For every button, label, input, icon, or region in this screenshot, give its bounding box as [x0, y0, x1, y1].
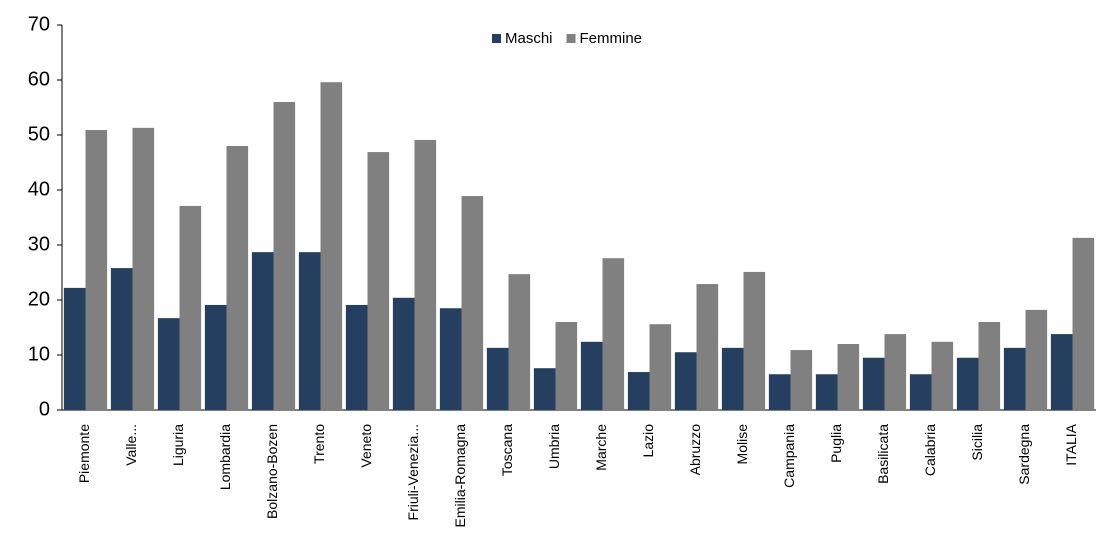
bar [63, 287, 86, 410]
bar [461, 196, 484, 410]
y-tick-label: 60 [28, 68, 50, 90]
y-tick-label: 30 [28, 233, 50, 255]
x-tick-label: Toscana [499, 424, 515, 476]
x-tick-label: Veneto [358, 424, 374, 468]
x-tick-label: Bolzano-Bozen [264, 424, 280, 519]
y-tick-label: 40 [28, 178, 50, 200]
x-tick-label: Trento [311, 424, 327, 464]
bar [414, 139, 437, 410]
bar [768, 374, 791, 410]
x-tick-label: ITALIA [1063, 423, 1079, 465]
legend-swatch [566, 34, 576, 43]
x-tick-label: Friuli-Venezia... [405, 424, 421, 520]
y-tick-label: 70 [28, 13, 50, 35]
x-tick-label: Molise [734, 424, 750, 465]
x-tick-label: Marche [593, 424, 609, 471]
x-tick-label: Sardegna [1016, 424, 1032, 485]
bar [743, 271, 766, 410]
bar [696, 284, 719, 410]
bar [555, 322, 578, 410]
bar [273, 102, 296, 410]
x-tick-label: Puglia [828, 424, 844, 463]
x-tick-label: Sicilia [969, 424, 985, 461]
bar [674, 352, 697, 410]
x-tick-label: Campania [781, 424, 797, 488]
bar [721, 347, 744, 410]
bar [508, 274, 531, 410]
x-tick-label: Piemonte [76, 424, 92, 483]
bar [1050, 334, 1073, 410]
bar [627, 372, 650, 410]
bar [602, 258, 625, 410]
bar [157, 318, 180, 410]
y-tick-label: 50 [28, 123, 50, 145]
bar [392, 297, 415, 410]
bar [1025, 309, 1048, 410]
y-tick-label: 0 [39, 398, 50, 420]
x-tick-label: Calabria [922, 424, 938, 476]
x-tick-label: Valle... [123, 424, 139, 466]
legend-swatch [492, 34, 501, 43]
bar [367, 152, 390, 411]
x-tick-label: Umbria [546, 424, 562, 469]
bar [179, 205, 202, 410]
bar [1003, 347, 1026, 410]
bar [978, 322, 1001, 410]
bar [345, 304, 368, 410]
y-tick-label: 20 [28, 288, 50, 310]
bar [204, 304, 227, 410]
bar [110, 268, 133, 410]
x-tick-label: Liguria [170, 424, 186, 466]
bar [815, 374, 838, 410]
bar [837, 344, 860, 410]
x-tick-label: Lombardia [217, 424, 233, 490]
bar [132, 127, 155, 410]
bar [486, 347, 509, 410]
bar [909, 374, 932, 410]
bar [884, 334, 907, 410]
bar [85, 130, 108, 411]
bar [956, 357, 979, 410]
bar [649, 324, 672, 410]
y-tick-label: 10 [28, 343, 50, 365]
bar [320, 82, 343, 410]
legend-label: Maschi [505, 30, 553, 47]
x-tick-label: Abruzzo [687, 424, 703, 476]
bar [226, 146, 249, 410]
bar [251, 252, 274, 410]
legend-label: Femmine [580, 30, 643, 47]
bar [580, 341, 603, 410]
bar [439, 308, 462, 410]
bar [790, 350, 813, 410]
bar [298, 252, 321, 410]
bar [533, 368, 556, 410]
bar [931, 341, 954, 410]
x-tick-label: Basilicata [875, 424, 891, 484]
bar [1072, 237, 1095, 410]
bar [862, 357, 885, 410]
x-tick-label: Lazio [640, 424, 656, 458]
x-tick-label: Emilia-Romagna [452, 424, 468, 528]
